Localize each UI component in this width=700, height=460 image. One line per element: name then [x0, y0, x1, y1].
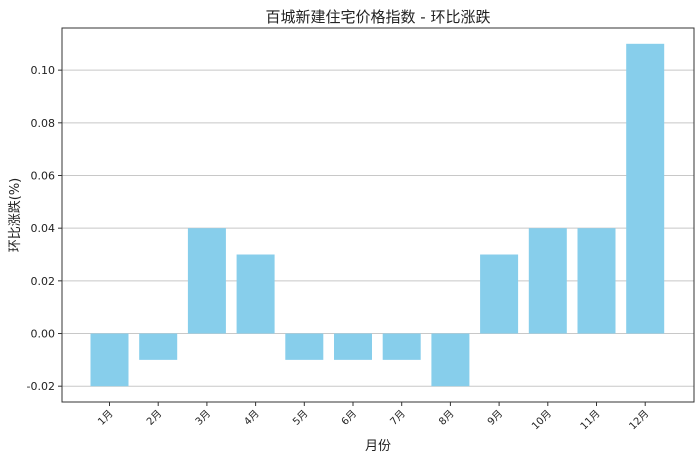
- x-tick-label: 4月: [242, 408, 262, 428]
- y-tick-label: 0.08: [31, 117, 56, 130]
- bar-4: [236, 254, 275, 334]
- bar-1: [90, 333, 129, 387]
- y-axis-ticks: -0.02 0.00 0.02 0.04 0.06 0.08 0.10: [27, 64, 62, 393]
- chart-title: 百城新建住宅价格指数 - 环比涨跌: [266, 8, 491, 26]
- bars: [90, 43, 665, 387]
- bar-9: [480, 254, 519, 334]
- bar-7: [382, 333, 421, 360]
- bar-10: [528, 228, 567, 334]
- bar-5: [285, 333, 324, 360]
- y-tick-label: -0.02: [27, 380, 55, 393]
- x-tick-label: 7月: [388, 408, 408, 428]
- x-tick-label: 6月: [339, 408, 359, 428]
- x-tick-label: 11月: [578, 408, 603, 433]
- x-tick-label: 1月: [96, 408, 116, 428]
- bar-11: [577, 228, 616, 334]
- y-tick-label: 0.04: [31, 222, 56, 235]
- x-tick-label: 5月: [290, 408, 310, 428]
- bar-12: [626, 43, 665, 334]
- y-tick-label: 0.02: [31, 275, 56, 288]
- bar-3: [187, 228, 226, 334]
- x-tick-label: 12月: [627, 408, 652, 433]
- x-tick-label: 3月: [193, 408, 213, 428]
- y-tick-label: 0.10: [31, 64, 56, 77]
- x-tick-label: 9月: [485, 408, 505, 428]
- x-axis-label: 月份: [365, 439, 391, 454]
- plot-frame: [61, 27, 695, 403]
- x-axis-ticks: 1月 2月 3月 4月 5月 6月 7月 8月 9月 10月 11月 12月: [96, 402, 652, 433]
- bar-2: [139, 333, 178, 360]
- y-tick-label: 0.06: [31, 169, 56, 182]
- bar-6: [334, 333, 372, 360]
- x-tick-label: 2月: [144, 408, 164, 428]
- x-tick-label: 10月: [529, 408, 554, 433]
- y-tick-label: 0.00: [31, 328, 56, 341]
- x-tick-label: 8月: [436, 408, 456, 428]
- y-axis-label: 环比涨跌(%): [7, 178, 23, 253]
- bar-8: [431, 333, 470, 387]
